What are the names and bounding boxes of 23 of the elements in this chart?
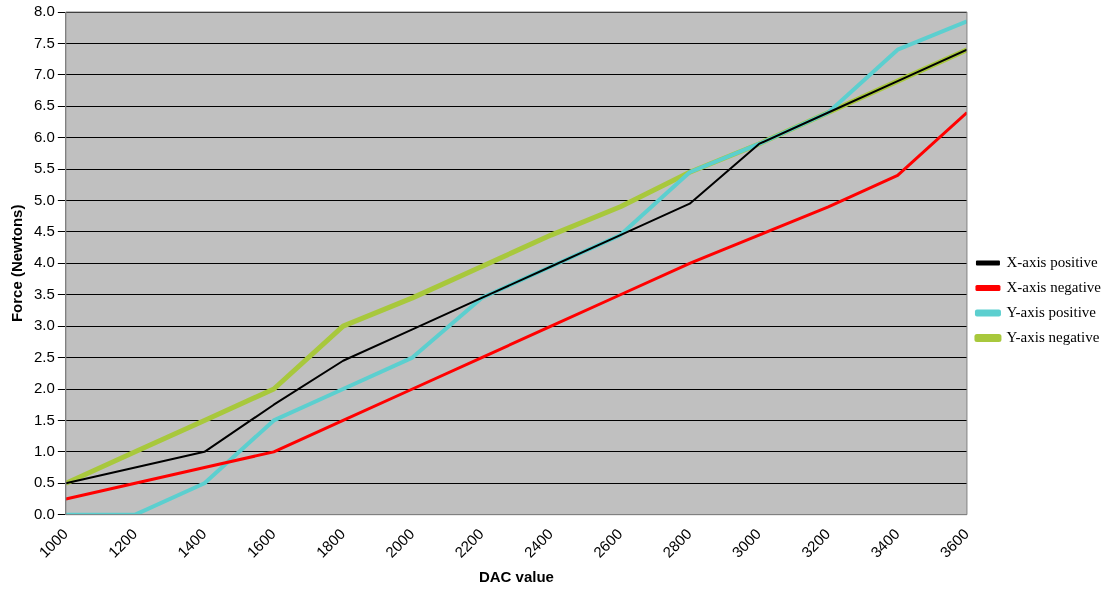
- y-tick-label: 1.0: [33, 441, 55, 459]
- y-tick-label: 5.0: [33, 190, 55, 208]
- y-tick-label: 2.5: [33, 347, 55, 365]
- y-tick-label: 7.5: [33, 33, 55, 51]
- y-tick-label: 8.0: [33, 2, 55, 20]
- legend-label: X-axis positive: [1006, 253, 1099, 270]
- y-tick-label: 0.0: [33, 504, 55, 522]
- legend-label: Y-axis negative: [1006, 328, 1100, 345]
- y-tick-label: 0.5: [33, 473, 55, 491]
- y-tick-label: 6.5: [33, 96, 55, 114]
- y-axis-title: Force (Newtons): [8, 204, 26, 323]
- y-tick-label: 4.0: [33, 253, 55, 271]
- y-tick-label: 3.0: [33, 316, 55, 334]
- x-axis-title: DAC value: [478, 568, 554, 586]
- y-tick-label: 7.0: [33, 64, 55, 82]
- legend-label: X-axis negative: [1006, 278, 1102, 295]
- y-tick-label: 6.0: [33, 127, 55, 145]
- y-tick-label: 3.5: [33, 284, 55, 302]
- y-tick-label: 5.5: [33, 159, 55, 177]
- y-tick-label: 2.0: [33, 379, 55, 397]
- y-tick-label: 1.5: [33, 410, 55, 428]
- legend-label: Y-axis positive: [1006, 303, 1097, 320]
- y-tick-label: 4.5: [33, 222, 55, 240]
